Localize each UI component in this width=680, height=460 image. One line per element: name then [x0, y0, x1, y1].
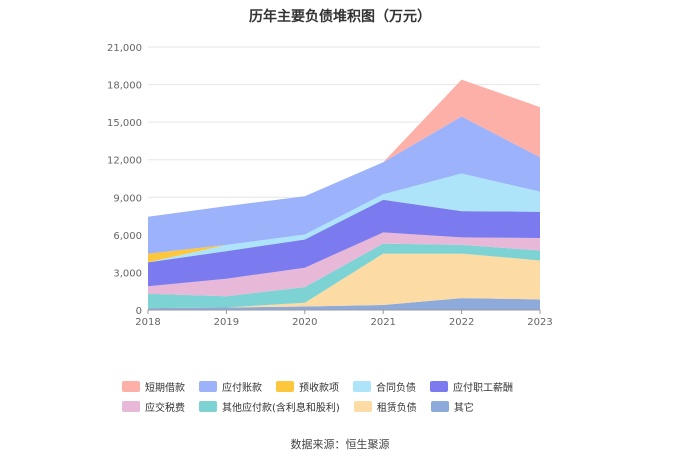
x-tick-label: 2023	[527, 317, 552, 328]
legend-swatch	[430, 400, 449, 412]
legend-label: 预收款项	[299, 382, 339, 394]
x-tick-label: 2022	[449, 317, 474, 328]
legend-label: 应付职工薪酬	[453, 382, 513, 394]
legend-swatch	[122, 400, 140, 412]
legend-label: 应交税费	[145, 402, 185, 414]
legend-label: 租赁负债	[376, 402, 417, 414]
y-tick-label: 18,000	[107, 81, 142, 92]
legend-item[interactable]: 应交税费	[122, 396, 185, 416]
y-tick-label: 9,000	[113, 193, 142, 204]
legend-item[interactable]: 其它	[430, 396, 474, 416]
stacked-area-chart: 0 3,000 6,000 9,000 12,000 15,000 18,000 21,000…	[107, 43, 553, 328]
x-tick-label: 2018	[135, 317, 160, 328]
legend-item[interactable]: 合同负债	[353, 376, 416, 396]
axes: 0 3,000 6,000 9,000 12,000 15,000 18,000 21,000…	[107, 43, 553, 328]
data-source: 数据来源：恒生聚源	[290, 438, 390, 451]
legend-label: 应付账款	[222, 382, 262, 394]
area-series	[148, 173, 540, 263]
legend-label: 其他应付款(含利息和股利)	[222, 402, 340, 414]
legend-label: 合同负债	[376, 382, 416, 394]
x-tick-label: 2021	[370, 317, 395, 328]
legend-item[interactable]: 应付职工薪酬	[430, 376, 513, 396]
y-tick-label: 21,000	[107, 43, 142, 54]
legend-label: 短期借款	[145, 382, 185, 394]
legend-swatch	[122, 380, 140, 392]
legend-item[interactable]: 其他应付款(含利息和股利)	[199, 396, 340, 416]
chart-title: 历年主要负债堆积图（万元）	[249, 9, 431, 25]
x-tick-label: 2020	[292, 317, 317, 328]
legend-swatch	[430, 380, 448, 392]
legend-swatch	[276, 380, 294, 392]
legend-item[interactable]: 租赁负债	[353, 396, 417, 416]
legend-item[interactable]: 应付账款	[199, 376, 262, 396]
legend: 短期借款 应付账款 预收款项 合同负债 应付职工薪酬应交税费 其他应付款(含利息和股利) 租…	[122, 376, 582, 416]
y-tick-label: 3,000	[113, 268, 142, 279]
legend-swatch	[199, 380, 217, 392]
x-tick-label: 2019	[214, 317, 239, 328]
legend-label: 其它	[453, 402, 474, 414]
y-tick-label: 15,000	[107, 118, 142, 129]
legend-swatch	[199, 400, 217, 412]
y-tick-label: 6,000	[113, 231, 142, 242]
legend-swatch	[353, 400, 372, 412]
area-series	[148, 173, 540, 263]
area-series	[148, 79, 540, 217]
legend-swatch	[353, 380, 371, 392]
area-series	[148, 243, 540, 309]
area-series	[148, 199, 540, 287]
legend-item[interactable]: 短期借款	[122, 376, 185, 396]
series-areas	[148, 79, 540, 310]
y-tick-label: 0	[136, 306, 142, 317]
area-series	[148, 232, 540, 297]
legend-item[interactable]: 预收款项	[276, 376, 339, 396]
area-series	[148, 298, 540, 310]
area-series	[148, 116, 540, 254]
y-tick-label: 12,000	[107, 156, 142, 167]
area-series	[148, 253, 540, 309]
